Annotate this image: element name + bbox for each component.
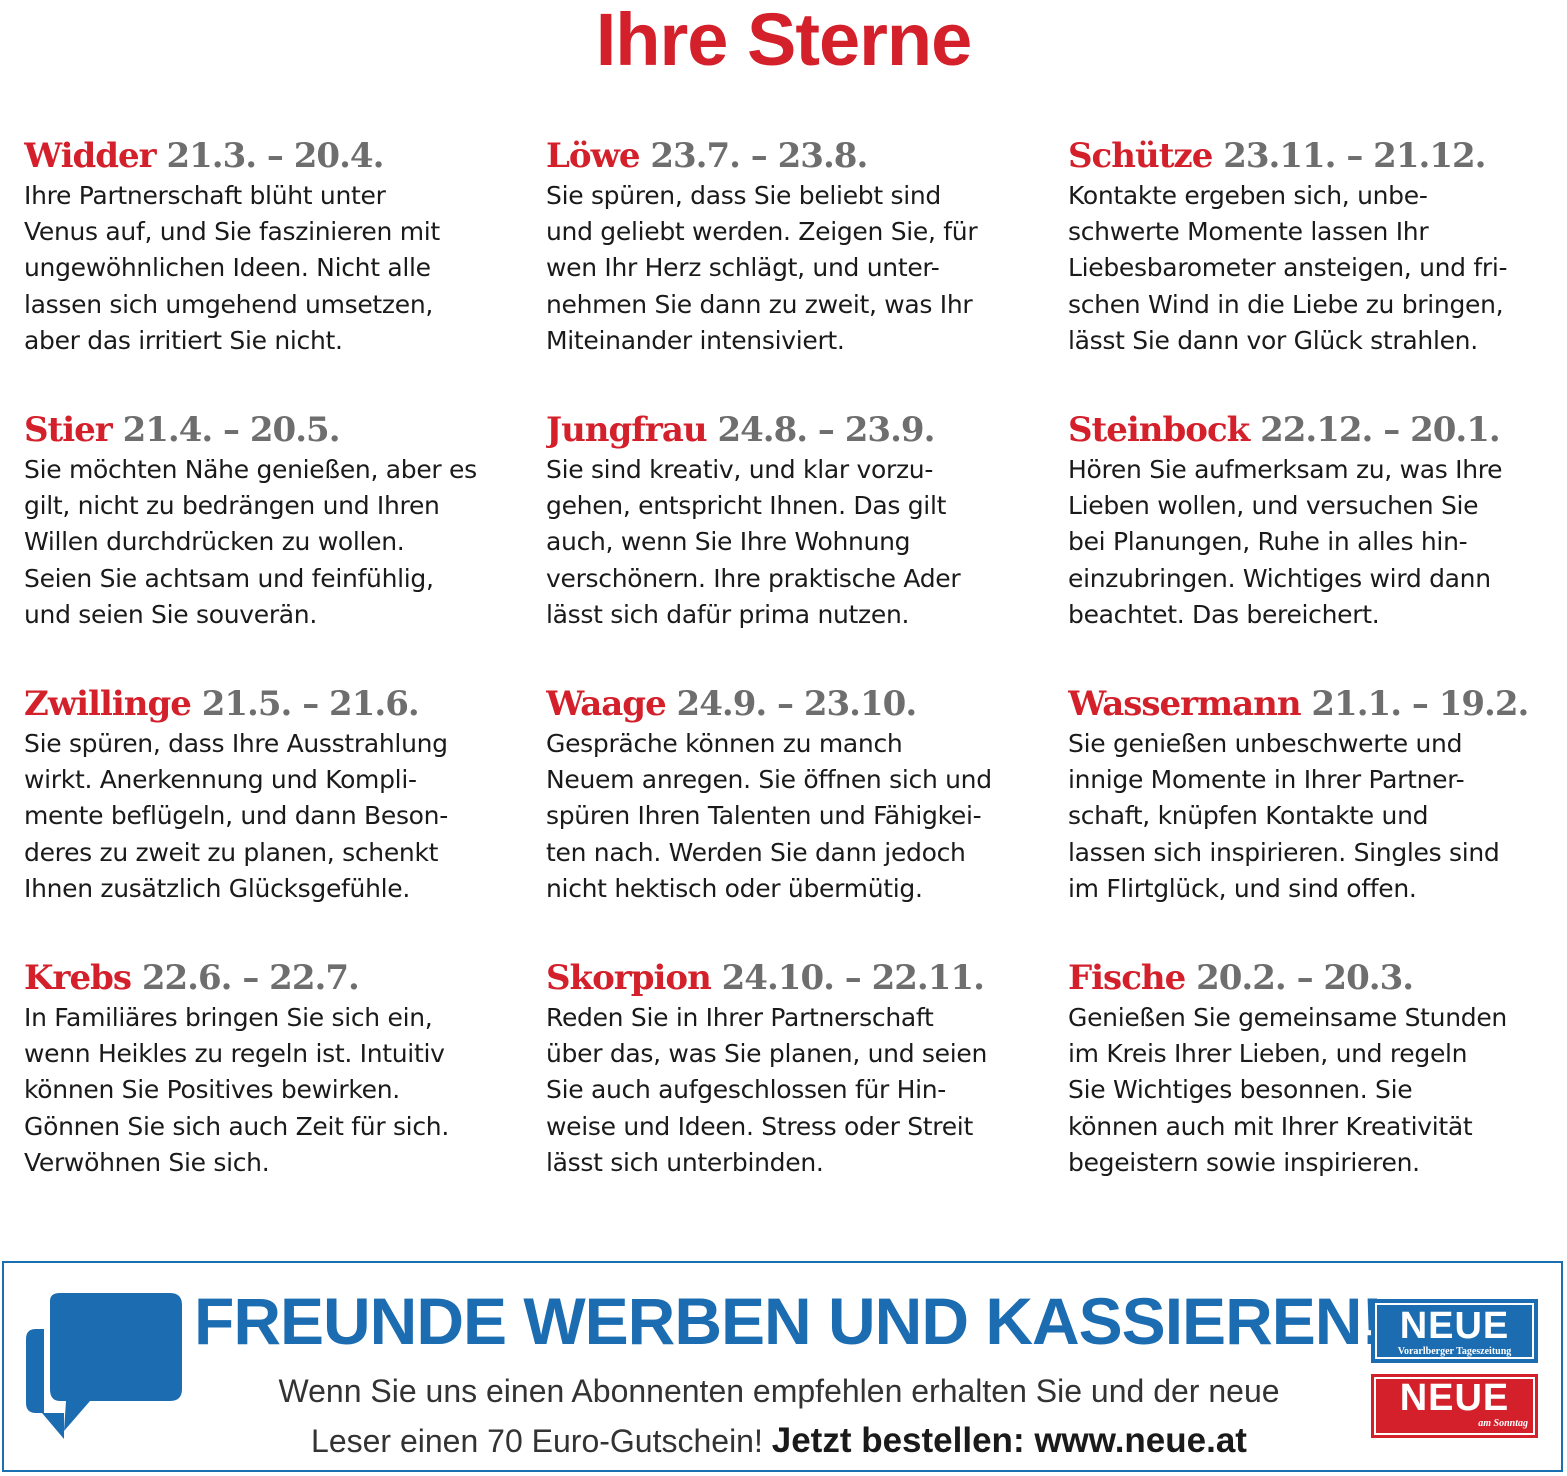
sign-dates: 22.6. – 22.7. [141,958,360,998]
sign-skorpion: Skorpion 24.10. – 22.11. Reden Sie in Ih… [546,954,1068,1228]
page-title: Ihre Sterne [595,0,973,81]
sign-text: Kontakte ergeben sich, unbe- schwerte Mo… [1068,181,1508,355]
sign-text: Genießen Sie gemeinsame Stunden im Kreis… [1068,1003,1507,1177]
order-link[interactable]: Jetzt bestellen: www.neue.at [771,1421,1247,1460]
sign-steinbock: Steinbock 22.12. – 20.1. Hören Sie aufme… [1068,406,1554,680]
sign-name: Jungfrau [546,410,708,450]
promo-text-line1: Wenn Sie uns einen Abonnenten empfehlen … [278,1373,1280,1409]
sign-text: Sie möchten Nähe genießen, aber es gilt,… [24,455,477,629]
logo-title: NEUE [1399,1377,1510,1419]
sign-dates: 24.9. – 23.10. [676,684,918,724]
sign-waage: Waage 24.9. – 23.10. Gespräche können zu… [546,680,1068,954]
chat-bubbles-icon [26,1293,182,1439]
sign-text: Sie sind kreativ, und klar vorzu- gehen,… [546,455,961,629]
sign-text: Sie spüren, dass Ihre Ausstrahlung wirkt… [24,729,448,903]
sign-text: Sie genießen unbeschwerte und innige Mom… [1068,729,1500,903]
sign-name: Steinbock [1068,410,1250,450]
promo-headline: FREUNDE WERBEN UND KASSIEREN! [194,1284,1383,1358]
neue-am-sonntag-logo[interactable]: NEUE am Sonntag [1371,1374,1538,1438]
sign-dates: 23.11. – 21.12. [1223,136,1486,176]
sign-text: Sie spüren, dass Sie beliebt sind und ge… [546,181,978,355]
sign-dates: 21.1. – 19.2. [1311,684,1529,724]
promo-text-line2: Leser einen 70 Euro-Gutschein! Jetzt bes… [194,1419,1364,1463]
neue-logo[interactable]: NEUE Vorarlberger Tageszeitung [1371,1299,1538,1363]
sign-dates: 20.2. – 20.3. [1196,958,1414,998]
sign-name: Wassermann [1068,684,1302,724]
sign-dates: 21.3. – 20.4. [166,136,384,176]
sign-name: Waage [546,684,667,724]
sign-name: Skorpion [546,958,712,998]
sign-jungfrau: Jungfrau 24.8. – 23.9. Sie sind kreativ,… [546,406,1068,680]
sign-wassermann: Wassermann 21.1. – 19.2. Sie genießen un… [1068,680,1554,954]
sign-text: In Familiäres bringen Sie sich ein, wenn… [24,1003,449,1177]
sign-name: Stier [24,410,113,450]
sign-name: Zwillinge [24,684,192,724]
sign-text: Reden Sie in Ihrer Partnerschaft über da… [546,1003,987,1177]
sign-dates: 22.12. – 20.1. [1260,410,1501,450]
sign-name: Schütze [1068,136,1213,176]
sign-text: Ihre Partnerschaft blüht unter Venus auf… [24,181,440,355]
sign-dates: 21.4. – 20.5. [122,410,341,450]
sign-name: Löwe [546,136,640,176]
sign-schuetze: Schütze 23.11. – 21.12. Kontakte ergeben… [1068,132,1554,406]
promo-banner[interactable]: FREUNDE WERBEN UND KASSIEREN! Wenn Sie u… [2,1261,1563,1472]
sign-dates: 24.8. – 23.9. [717,410,935,450]
sign-text: Hören Sie aufmerksam zu, was Ihre Lieben… [1068,455,1503,629]
sign-zwillinge: Zwillinge 21.5. – 21.6. Sie spüren, dass… [24,680,546,954]
sign-dates: 21.5. – 21.6. [201,684,420,724]
sign-widder: Widder 21.3. – 20.4. Ihre Partnerschaft … [24,132,546,406]
logo-subtitle: am Sonntag [1478,1418,1528,1429]
promo-text-line2-start: Leser einen 70 Euro-Gutschein! [311,1423,763,1459]
logo-subtitle: Vorarlberger Tageszeitung [1397,1346,1512,1357]
sign-fische: Fische 20.2. – 20.3. Genießen Sie gemein… [1068,954,1554,1228]
sign-text: Gespräche können zu manch Neuem anregen.… [546,729,992,903]
sign-name: Fische [1068,958,1186,998]
sign-dates: 24.10. – 22.11. [721,958,985,998]
sign-name: Krebs [24,958,132,998]
sign-dates: 23.7. – 23.8. [650,136,868,176]
sign-stier: Stier 21.4. – 20.5. Sie möchten Nähe gen… [24,406,546,680]
sign-name: Widder [24,136,157,176]
sign-loewe: Löwe 23.7. – 23.8. Sie spüren, dass Sie … [546,132,1068,406]
sign-krebs: Krebs 22.6. – 22.7. In Familiäres bringe… [24,954,546,1228]
horoscope-grid: Widder 21.3. – 20.4. Ihre Partnerschaft … [24,132,1554,1228]
logo-title: NEUE [1399,1305,1510,1347]
